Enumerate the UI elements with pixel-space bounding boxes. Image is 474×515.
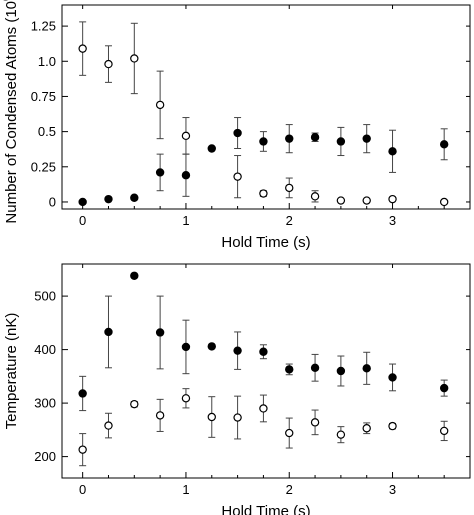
y-tick-label: 1.0 bbox=[38, 54, 56, 69]
data-point-filled bbox=[336, 137, 346, 146]
data-point-filled bbox=[285, 365, 294, 374]
data-point-open bbox=[104, 59, 113, 69]
data-point-filled bbox=[362, 134, 371, 143]
y-tick-label: 1.25 bbox=[31, 19, 56, 34]
data-point-filled bbox=[439, 140, 449, 149]
data-point-open bbox=[155, 100, 165, 110]
data-point-filled bbox=[155, 168, 165, 177]
data-point-filled bbox=[130, 271, 139, 280]
data-point-filled bbox=[388, 373, 397, 382]
x-tick-label: 0 bbox=[79, 482, 86, 497]
data-point-open bbox=[388, 421, 397, 431]
y-tick-label: 500 bbox=[34, 289, 56, 304]
y-tick-label: 0.25 bbox=[31, 159, 56, 174]
data-point-open bbox=[285, 183, 294, 193]
y-axis-title-exponent: 6 bbox=[1, 0, 12, 1]
data-point-filled bbox=[155, 328, 165, 337]
data-point-open bbox=[310, 192, 320, 201]
data-point-filled bbox=[362, 364, 371, 373]
data-point-filled bbox=[130, 193, 139, 202]
plot-frame bbox=[61, 4, 471, 210]
data-point-filled bbox=[233, 128, 242, 138]
data-point-open bbox=[336, 430, 346, 439]
data-point-open bbox=[310, 418, 320, 427]
data-point-open bbox=[259, 404, 268, 413]
data-point-filled bbox=[259, 347, 268, 356]
data-point-filled bbox=[181, 342, 191, 352]
data-point-filled bbox=[181, 171, 191, 180]
data-point-open bbox=[439, 426, 449, 436]
data-point-filled bbox=[310, 363, 320, 372]
data-point-open bbox=[362, 424, 371, 433]
x-tick-label: 3 bbox=[389, 213, 396, 228]
y-tick-label: 0.75 bbox=[31, 89, 56, 104]
plot-frame bbox=[61, 263, 471, 479]
data-point-filled bbox=[233, 346, 242, 355]
y-axis-title-main: Number of Condensed Atoms (10 bbox=[3, 1, 20, 224]
data-point-filled bbox=[207, 144, 216, 153]
data-point-open bbox=[388, 194, 397, 204]
data-point-open bbox=[439, 197, 449, 207]
data-point-open bbox=[181, 394, 191, 403]
x-tick-label: 2 bbox=[286, 482, 293, 497]
data-point-open bbox=[181, 131, 191, 141]
data-point-filled bbox=[78, 389, 87, 398]
y-axis-title: Number of Condensed Atoms (106) bbox=[1, 0, 20, 224]
data-point-filled bbox=[259, 137, 268, 146]
x-tick-label: 3 bbox=[389, 482, 396, 497]
data-point-open bbox=[155, 411, 165, 420]
data-point-filled bbox=[388, 147, 397, 156]
data-point-filled bbox=[207, 342, 216, 351]
data-point-open bbox=[104, 421, 113, 430]
x-axis-title: Hold Time (s) bbox=[221, 234, 310, 251]
data-point-filled bbox=[104, 327, 113, 337]
x-tick-label: 1 bbox=[182, 213, 189, 228]
data-point-open bbox=[130, 399, 139, 409]
x-tick-label: 2 bbox=[286, 213, 293, 228]
data-point-open bbox=[78, 44, 87, 53]
y-axis-title: Temperature (nK) bbox=[3, 313, 20, 430]
y-tick-label: 300 bbox=[34, 396, 56, 411]
data-point-open bbox=[78, 445, 87, 454]
x-tick-label: 1 bbox=[182, 482, 189, 497]
data-point-filled bbox=[336, 366, 346, 376]
y-tick-label: 0.5 bbox=[38, 124, 56, 139]
data-point-open bbox=[130, 54, 139, 63]
data-point-filled bbox=[439, 383, 449, 393]
data-point-open bbox=[285, 428, 294, 438]
data-point-filled bbox=[78, 197, 87, 207]
data-point-open bbox=[336, 196, 346, 205]
data-point-open bbox=[233, 172, 242, 181]
data-point-filled bbox=[104, 194, 113, 204]
data-point-filled bbox=[310, 133, 320, 142]
data-point-open bbox=[259, 189, 268, 198]
x-axis-title: Hold Time (s) bbox=[221, 503, 310, 515]
y-tick-label: 400 bbox=[34, 342, 56, 357]
x-tick-label: 0 bbox=[79, 213, 86, 228]
y-tick-label: 200 bbox=[34, 449, 56, 464]
data-point-filled bbox=[285, 134, 294, 143]
condensed-atoms-chart: 0 1 2 3 0 0.25 0.5 0.75 1.0 1.25 Hold Time (s) Numb… bbox=[1, 0, 471, 251]
y-tick-label: 0 bbox=[49, 194, 56, 209]
temperature-chart: 0 1 2 3 200 300 400 500 Hold Time (s) Temperature… bbox=[3, 263, 471, 515]
data-point-open bbox=[362, 196, 371, 205]
data-point-open bbox=[207, 412, 216, 422]
data-point-open bbox=[233, 413, 242, 422]
